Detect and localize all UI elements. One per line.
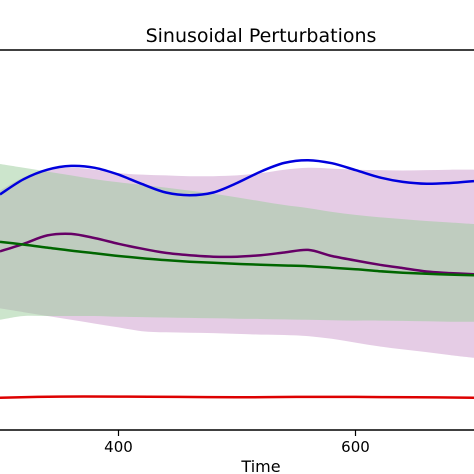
x-tick-label: 400	[104, 438, 133, 456]
x-axis-label: Time	[240, 457, 280, 474]
band-2	[0, 164, 474, 322]
x-tick-label: 600	[341, 438, 370, 456]
series-line-3	[0, 240, 474, 277]
x-ticks: 400 600	[104, 430, 370, 456]
series-lines	[0, 158, 474, 399]
confidence-bands	[0, 164, 474, 358]
series-line-4	[0, 395, 474, 399]
chart-title: Sinusoidal Perturbations	[146, 25, 377, 47]
series-line-1	[0, 158, 474, 197]
axes	[0, 49, 474, 431]
series-line-2	[0, 232, 474, 276]
